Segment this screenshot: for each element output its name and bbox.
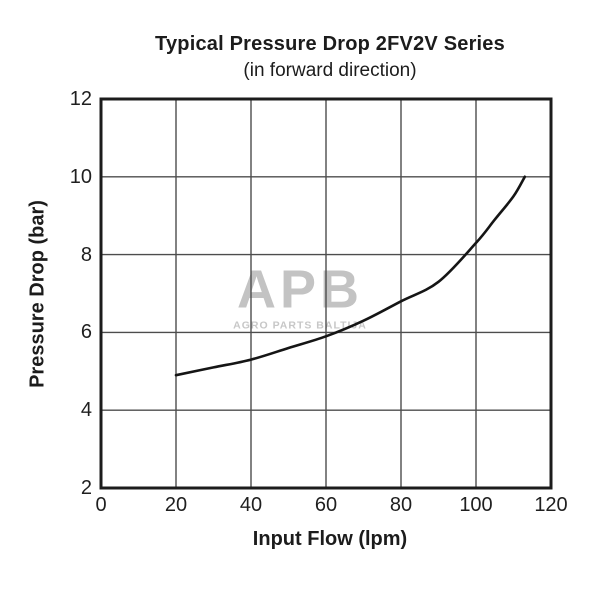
y-axis-ticks: 2 4 6 8 10 12 — [0, 0, 92, 600]
x-tick-label: 80 — [389, 494, 413, 516]
x-axis-ticks: 0 20 40 60 80 100 120 — [0, 494, 600, 520]
watermark: APB AGRO PARTS BALTIJA — [233, 263, 367, 332]
y-tick-label: 12 — [69, 88, 92, 110]
x-tick-label: 40 — [239, 494, 263, 516]
x-tick-label: 100 — [459, 494, 493, 516]
plot-border — [99, 97, 553, 490]
x-tick-label: 0 — [95, 494, 107, 516]
watermark-logo: APB — [236, 259, 364, 320]
y-tick-label: 2 — [80, 477, 92, 499]
plot-area — [99, 97, 553, 490]
x-tick-label: 120 — [534, 494, 568, 516]
pressure-drop-curve — [174, 175, 527, 377]
chart-subtitle: (in forward direction) — [243, 60, 417, 81]
y-tick-label: 4 — [80, 399, 92, 422]
y-tick-label: 6 — [80, 321, 92, 344]
x-tick-label: 60 — [314, 494, 338, 516]
x-tick-label: 20 — [164, 494, 188, 516]
x-axis-label: Input Flow (lpm) — [252, 528, 408, 550]
y-tick-label: 10 — [69, 165, 92, 188]
watermark-caption: AGRO PARTS BALTIJA — [233, 319, 367, 332]
y-tick-label: 8 — [80, 243, 92, 266]
chart-title: Typical Pressure Drop 2FV2V Series — [155, 33, 505, 55]
